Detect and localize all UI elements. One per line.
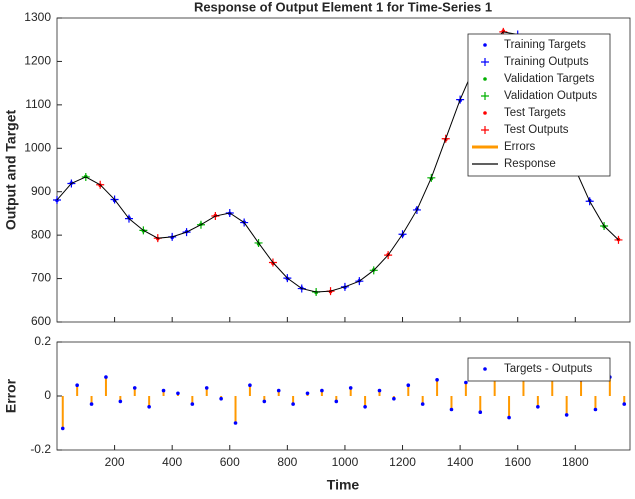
data-point — [204, 386, 209, 390]
data-point — [449, 407, 454, 412]
x-tick-label: 1800 — [562, 455, 589, 469]
data-point — [89, 402, 94, 406]
data-point — [464, 380, 468, 385]
y-tick-label: 600 — [31, 314, 51, 328]
data-point — [377, 388, 382, 393]
x-tick-label: 200 — [105, 455, 125, 469]
legend-label: Validation Outputs — [504, 90, 597, 102]
legend-label: Response — [504, 158, 556, 170]
data-point — [291, 402, 295, 406]
legend — [467, 33, 611, 177]
y-axis-label: Output and Target — [3, 110, 19, 231]
data-point — [118, 399, 123, 404]
data-point — [622, 402, 627, 406]
x-tick-label: 1000 — [332, 455, 359, 469]
data-point — [420, 402, 425, 406]
data-point — [75, 383, 79, 388]
x-tick-label: 1400 — [447, 455, 474, 469]
legend-swatch — [481, 92, 489, 100]
legend-label: Errors — [504, 141, 536, 153]
data-point — [392, 396, 396, 401]
data-point — [161, 388, 166, 393]
data-point — [564, 413, 569, 417]
y-tick-label: 700 — [31, 271, 51, 285]
x-tick-label: 1600 — [504, 455, 531, 469]
data-point — [348, 386, 353, 390]
data-point — [334, 399, 339, 404]
x-tick-label: 1200 — [389, 455, 416, 469]
data-point — [176, 391, 180, 396]
data-point — [147, 405, 151, 409]
y-tick-label: 1200 — [24, 54, 51, 68]
y-tick-label: 1000 — [24, 140, 51, 154]
y-tick-label: 900 — [31, 184, 51, 198]
data-point — [104, 375, 108, 379]
data-point — [60, 426, 65, 431]
data-point — [276, 388, 281, 393]
y-tick-label: 0.2 — [34, 334, 51, 348]
data-point — [190, 402, 195, 406]
data-point — [53, 195, 61, 204]
data-point — [536, 405, 540, 409]
y-tick-label: 1300 — [24, 10, 51, 24]
legend-swatch — [483, 111, 487, 115]
y-tick-label: 0 — [44, 388, 51, 402]
data-point — [305, 391, 310, 396]
legend-label: Test Targets — [504, 107, 566, 119]
y-tick-label: 1100 — [25, 97, 51, 111]
x-tick-label: 400 — [162, 455, 182, 469]
legend-label: Training Targets — [504, 39, 586, 51]
data-point — [363, 405, 367, 409]
data-point — [132, 386, 137, 390]
legend-label: Targets - Outputs — [504, 363, 592, 375]
data-point — [233, 421, 238, 425]
legend-swatch — [483, 77, 487, 81]
data-point — [478, 410, 483, 415]
legend-label: Test Outputs — [504, 124, 569, 136]
chart-title: Response of Output Element 1 for Time-Se… — [194, 0, 492, 14]
legend-swatch — [483, 367, 487, 371]
legend-swatch — [481, 58, 489, 66]
legend-label: Training Outputs — [504, 56, 589, 68]
data-point — [435, 378, 439, 382]
data-point — [248, 383, 252, 388]
y-tick-label: 800 — [31, 227, 51, 241]
y-axis-label: Error — [3, 378, 19, 413]
legend-swatch — [483, 43, 487, 47]
data-point — [320, 388, 324, 393]
x-tick-label: 800 — [277, 455, 297, 469]
data-point — [593, 407, 598, 412]
data-point — [262, 399, 267, 404]
y-tick-label: -0.2 — [30, 442, 51, 456]
x-tick-label: 600 — [220, 455, 240, 469]
data-point — [219, 396, 223, 401]
data-point — [406, 383, 411, 388]
legend-swatch — [481, 126, 489, 134]
x-axis-label: Time — [327, 477, 360, 493]
data-point — [507, 415, 511, 420]
legend-label: Validation Targets — [504, 73, 595, 85]
legend — [467, 357, 611, 382]
